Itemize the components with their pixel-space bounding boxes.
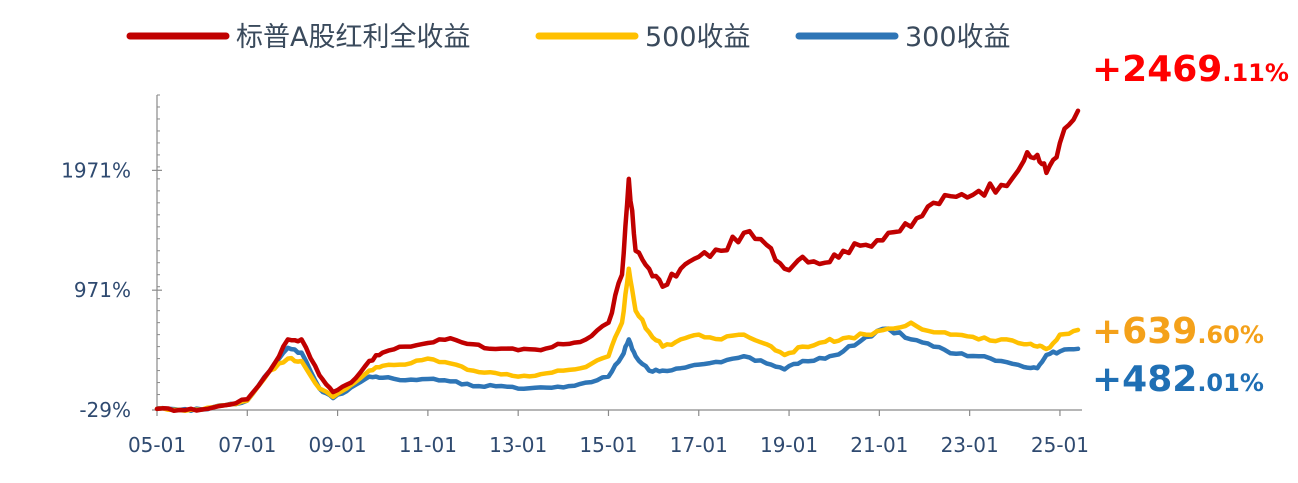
series-line-0 bbox=[154, 108, 1081, 414]
end-value-int: +482 bbox=[1092, 359, 1197, 400]
series-line-1 bbox=[154, 266, 1081, 414]
legend: 标普A股红利全收益 500收益 300收益 bbox=[126, 22, 1011, 53]
y-tick-label: 1971% bbox=[61, 158, 131, 182]
x-tick-label: 13-01 bbox=[489, 433, 547, 457]
x-tick-label: 11-01 bbox=[399, 433, 457, 457]
x-tick-label: 09-01 bbox=[309, 433, 367, 457]
x-tick-label: 21-01 bbox=[850, 433, 908, 457]
x-tick-label: 23-01 bbox=[941, 433, 999, 457]
x-tick-label: 07-01 bbox=[218, 433, 276, 457]
legend-label: 300收益 bbox=[905, 22, 1011, 53]
end-value-label: +482.01% bbox=[1092, 359, 1264, 400]
end-value-label: +639.60% bbox=[1092, 311, 1264, 352]
legend-label: 500收益 bbox=[645, 22, 751, 53]
x-tick-label: 25-01 bbox=[1031, 433, 1089, 457]
series-lines bbox=[154, 108, 1081, 414]
end-value-decimal: .60% bbox=[1197, 321, 1264, 349]
y-tick-label: 971% bbox=[74, 278, 131, 302]
axes: 1971% 971% -29% 05-01 07-01 09-01 11-01 13-01 15… bbox=[61, 94, 1089, 457]
end-value-decimal: .01% bbox=[1197, 369, 1264, 397]
end-value-int: +2469 bbox=[1092, 49, 1222, 90]
x-tick-label: 19-01 bbox=[760, 433, 818, 457]
x-tick-label: 15-01 bbox=[579, 433, 637, 457]
end-value-labels: +2469.11%+639.60%+482.01% bbox=[1092, 49, 1289, 400]
end-value-label: +2469.11% bbox=[1092, 49, 1289, 90]
end-value-int: +639 bbox=[1092, 311, 1197, 352]
legend-label: 标普A股红利全收益 bbox=[236, 22, 470, 53]
y-tick-label: -29% bbox=[79, 398, 131, 422]
x-tick-label: 17-01 bbox=[670, 433, 728, 457]
end-value-decimal: .11% bbox=[1222, 59, 1289, 87]
x-tick-label: 05-01 bbox=[128, 433, 186, 457]
